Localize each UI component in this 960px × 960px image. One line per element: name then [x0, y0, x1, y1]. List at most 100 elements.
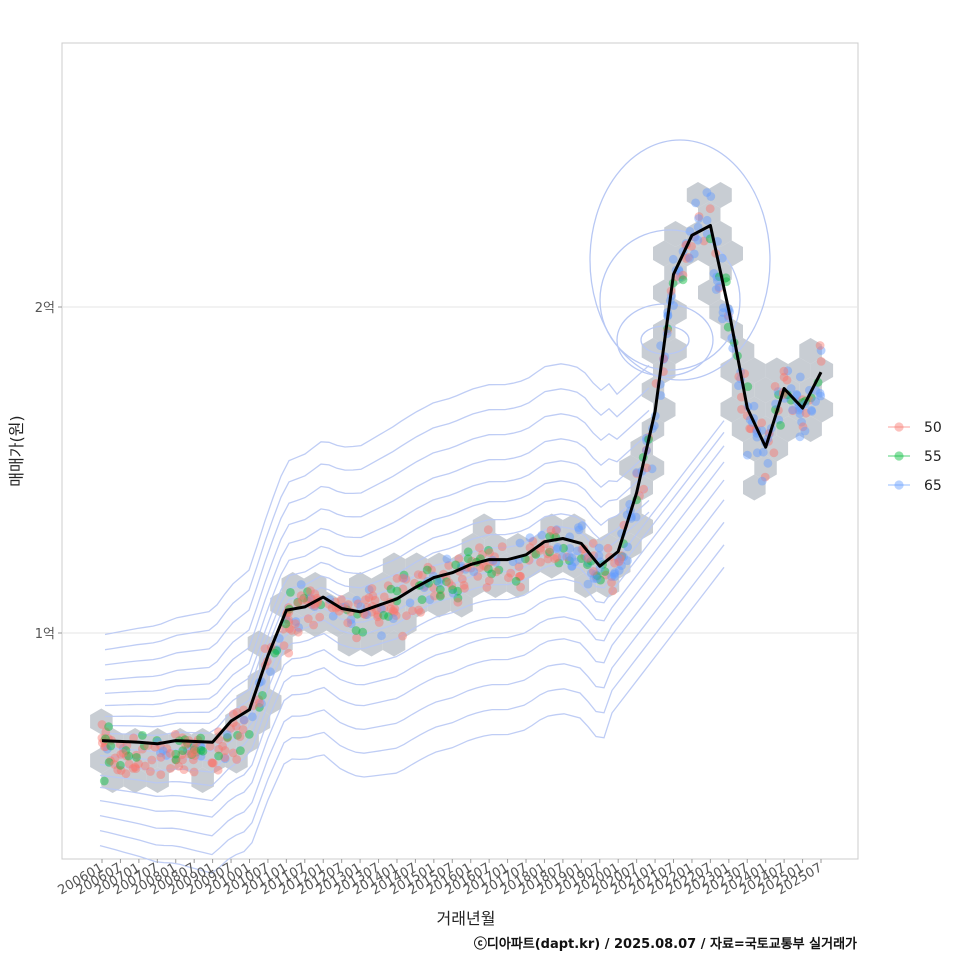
data-point [128, 764, 138, 773]
hex-bin [698, 279, 721, 306]
hex-bin [664, 221, 687, 247]
hex-bin [720, 240, 743, 267]
data-point [453, 597, 463, 607]
data-point [678, 275, 688, 285]
hex-bin [180, 747, 203, 774]
data-point [506, 568, 516, 578]
data-point [361, 595, 370, 604]
data-point [373, 610, 383, 620]
data-point [774, 415, 784, 425]
data-point [353, 599, 363, 609]
data-point [364, 593, 374, 603]
data-point [293, 598, 303, 608]
data-point [485, 548, 494, 558]
moving-average-line [101, 224, 823, 746]
hex-bin [371, 572, 394, 598]
data-point [205, 741, 215, 751]
hex-bin [720, 357, 743, 384]
data-point [405, 598, 415, 608]
data-point [374, 618, 384, 627]
hex-bin [349, 611, 372, 637]
data-point [291, 619, 300, 628]
data-point [232, 755, 242, 764]
data-point [610, 558, 619, 568]
data-point [392, 586, 402, 596]
data-point [248, 712, 257, 722]
hex-bin [698, 201, 721, 228]
data-point [497, 542, 507, 551]
data-point [783, 366, 793, 376]
data-point [709, 269, 719, 278]
data-point [504, 573, 513, 583]
contour-line [104, 470, 650, 707]
hex-bin [619, 494, 642, 520]
data-point [171, 755, 181, 765]
data-point [550, 554, 559, 563]
hex-bin [281, 611, 304, 637]
data-point [286, 588, 295, 597]
data-point [181, 740, 191, 750]
data-point [567, 561, 577, 571]
data-point [182, 746, 192, 756]
data-point [552, 544, 562, 554]
data-point [588, 539, 598, 548]
data-point [134, 759, 143, 769]
data-point [614, 557, 624, 566]
data-point [589, 574, 599, 583]
data-point [118, 743, 128, 753]
data-point [179, 765, 189, 774]
contour-line [99, 461, 725, 787]
hex-bin [743, 474, 766, 501]
hex-bin [562, 552, 586, 579]
data-point [191, 747, 201, 757]
data-point [782, 375, 792, 385]
hex-bin [540, 513, 563, 540]
data-point [718, 314, 727, 324]
data-point [681, 254, 691, 263]
data-point [379, 592, 389, 602]
data-point [427, 565, 436, 575]
data-point [386, 584, 396, 594]
data-point [298, 595, 307, 605]
data-point [102, 744, 112, 754]
data-point [435, 585, 445, 594]
data-point [336, 595, 346, 604]
data-point [196, 751, 206, 761]
data-point [147, 755, 157, 765]
data-point [138, 731, 147, 740]
data-point [214, 744, 224, 754]
data-point [158, 746, 168, 756]
data-point [104, 758, 114, 767]
data-point [669, 301, 678, 310]
data-point [140, 761, 150, 771]
data-point [287, 626, 297, 635]
hex-bin [461, 533, 485, 559]
contour-line [99, 544, 725, 856]
data-point [309, 620, 318, 630]
data-point [399, 570, 409, 580]
data-point [231, 721, 241, 731]
hex-bin [574, 533, 597, 559]
contour-line [640, 325, 690, 355]
data-point [235, 732, 245, 741]
contour-line [104, 432, 650, 681]
data-point [106, 741, 116, 751]
data-point [564, 552, 574, 562]
data-point [391, 611, 401, 620]
data-point [398, 573, 408, 583]
y-tick-label: 1억 [35, 627, 55, 642]
data-point [801, 408, 811, 418]
data-point [414, 605, 424, 615]
data-point [603, 543, 613, 553]
data-point [129, 733, 139, 743]
data-point [684, 253, 693, 262]
data-point [423, 562, 433, 572]
hex-bin [743, 435, 766, 462]
data-point [587, 568, 596, 578]
data-point [528, 536, 538, 546]
data-point [594, 551, 604, 561]
data-point [511, 576, 521, 586]
data-point [260, 644, 270, 653]
data-point [694, 214, 703, 223]
contour-line [99, 499, 725, 818]
